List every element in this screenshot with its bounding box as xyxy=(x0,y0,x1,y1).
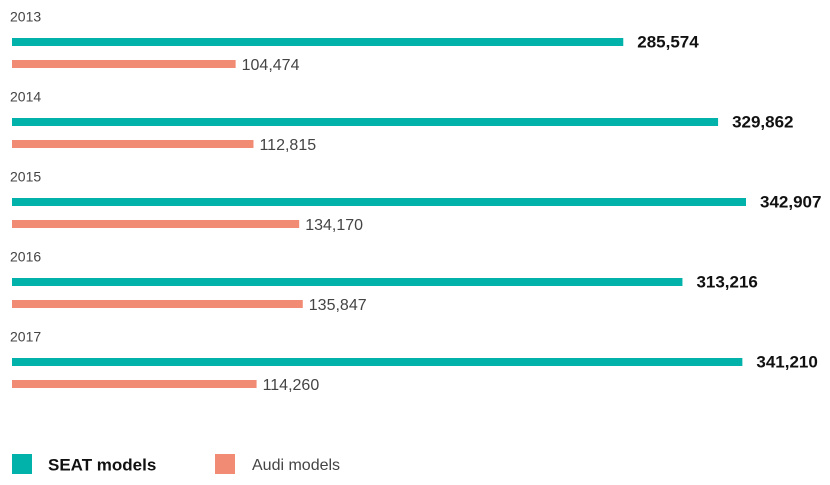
bar xyxy=(12,358,743,366)
legend-label: SEAT models xyxy=(48,455,156,474)
value-label: 313,216 xyxy=(696,272,757,291)
bar xyxy=(12,140,254,148)
category-label: 2016 xyxy=(10,249,41,265)
bar xyxy=(12,300,303,308)
category-label: 2015 xyxy=(10,169,41,185)
value-label: 104,474 xyxy=(242,57,300,74)
bar xyxy=(12,198,746,206)
bar xyxy=(12,278,683,286)
value-label: 112,815 xyxy=(259,137,316,154)
value-label: 329,862 xyxy=(732,112,793,131)
bar xyxy=(12,118,719,126)
value-label: 114,260 xyxy=(263,377,320,394)
category-label: 2017 xyxy=(10,329,41,345)
value-label: 285,574 xyxy=(637,32,699,51)
value-label: 341,210 xyxy=(756,352,817,371)
value-label: 342,907 xyxy=(760,192,821,211)
legend-swatch xyxy=(215,454,235,474)
legend-swatch xyxy=(12,454,32,474)
bar xyxy=(12,220,300,228)
bar xyxy=(12,380,257,388)
value-label: 135,847 xyxy=(309,297,367,314)
category-label: 2013 xyxy=(10,9,41,25)
category-label: 2014 xyxy=(10,89,41,105)
value-label: 134,170 xyxy=(305,217,363,234)
bar xyxy=(12,60,236,68)
bar xyxy=(12,38,624,46)
legend-label: Audi models xyxy=(252,457,340,474)
